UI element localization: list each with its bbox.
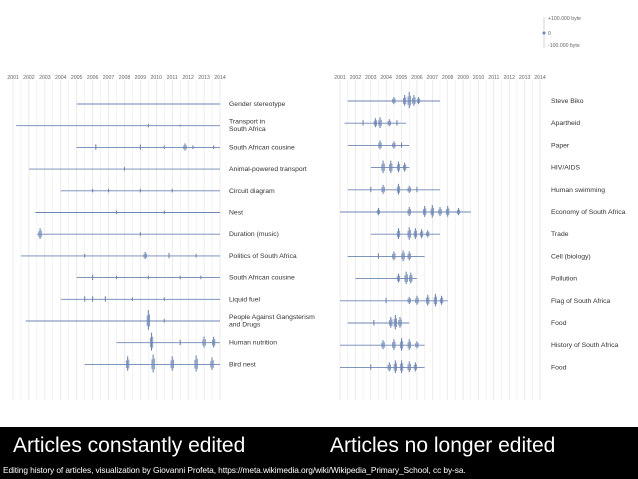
series-label: HIV/AIDS (551, 165, 581, 172)
series-label: Bird nest (229, 361, 256, 368)
series-label: Human swimming (551, 187, 605, 194)
x-tick-label: 2006 (87, 75, 99, 81)
x-tick-label: 2007 (427, 75, 439, 81)
series-label: Trade (551, 231, 569, 238)
series-label: Animal-powered transport (229, 166, 307, 173)
caption-bar: Articles constantly edited Articles no l… (0, 427, 638, 479)
legend-label: +100.000 byte (548, 16, 581, 22)
x-tick-label: 2007 (103, 75, 115, 81)
x-tick-label: 2014 (534, 75, 546, 81)
legend-zero-mark (542, 31, 546, 35)
x-tick-label: 2011 (167, 75, 178, 81)
legend-label: -100.000 byte (548, 43, 580, 49)
series-label: Gender stereotype (229, 101, 286, 108)
series-label: Cell (biology) (551, 253, 591, 260)
x-tick-label: 2009 (135, 75, 147, 81)
series-label: Circuit diagram (229, 188, 275, 195)
series-label: Economy of South Africa (551, 209, 626, 216)
x-tick-label: 2001 (334, 75, 346, 81)
series-label: History of South Africa (551, 342, 618, 349)
x-tick-label: 2001 (7, 75, 19, 81)
x-tick-label: 2009 (457, 75, 469, 81)
series-label: Human nutrition (229, 340, 277, 347)
visualization-area: 2001 2002 2003 2004 2005 2006 2007 2008 2009 2010… (0, 0, 638, 427)
series-label: Food (551, 320, 567, 327)
credit-line: Editing history of articles, visualizati… (3, 465, 466, 475)
x-tick-label: 2014 (214, 75, 226, 81)
x-tick-label: 2004 (380, 75, 392, 81)
x-tick-label: 2010 (473, 75, 485, 81)
x-tick-label: 2002 (350, 75, 362, 81)
x-tick-label: 2002 (23, 75, 35, 81)
x-tick-label: 2012 (503, 75, 515, 81)
x-tick-label: 2013 (198, 75, 210, 81)
series-label: Flag of South Africa (551, 298, 611, 305)
edit-history-charts: 2001 2002 2003 2004 2005 2006 2007 2008 2009 2010… (7, 16, 626, 400)
caption-left: Articles constantly edited (13, 434, 246, 457)
series-label: People Against Gangsterism and Drugs (229, 314, 315, 329)
series-label: Steve Biko (551, 98, 584, 105)
x-tick-label: 2004 (55, 75, 67, 81)
series-label: Nest (229, 210, 243, 217)
series-label: Food (551, 364, 567, 371)
series-label: Pollution (551, 276, 577, 283)
x-tick-label: 2005 (71, 75, 83, 81)
x-tick-label: 2008 (119, 75, 131, 81)
x-tick-label: 2006 (411, 75, 423, 81)
series-label: South African cousine (229, 275, 295, 282)
x-tick-label: 2005 (396, 75, 408, 81)
x-tick-label: 2011 (488, 75, 499, 81)
caption-right: Articles no longer edited (330, 434, 556, 457)
legend-label: 0 (548, 31, 551, 37)
series-label: Apartheid (551, 120, 580, 127)
x-tick-label: 2010 (151, 75, 163, 81)
x-tick-label: 2003 (39, 75, 51, 81)
series-label: Liquid fuel (229, 296, 260, 303)
x-tick-label: 2012 (182, 75, 194, 81)
series-label: Politics of South Africa (229, 253, 297, 260)
series-label: South African cousine (229, 144, 295, 151)
x-tick-label: 2003 (365, 75, 377, 81)
series-label: Paper (551, 142, 570, 149)
series-label: Transport in South Africa (229, 119, 266, 134)
series-label: Duration (music) (229, 231, 279, 238)
x-tick-label: 2008 (442, 75, 454, 81)
x-tick-label: 2013 (519, 75, 531, 81)
